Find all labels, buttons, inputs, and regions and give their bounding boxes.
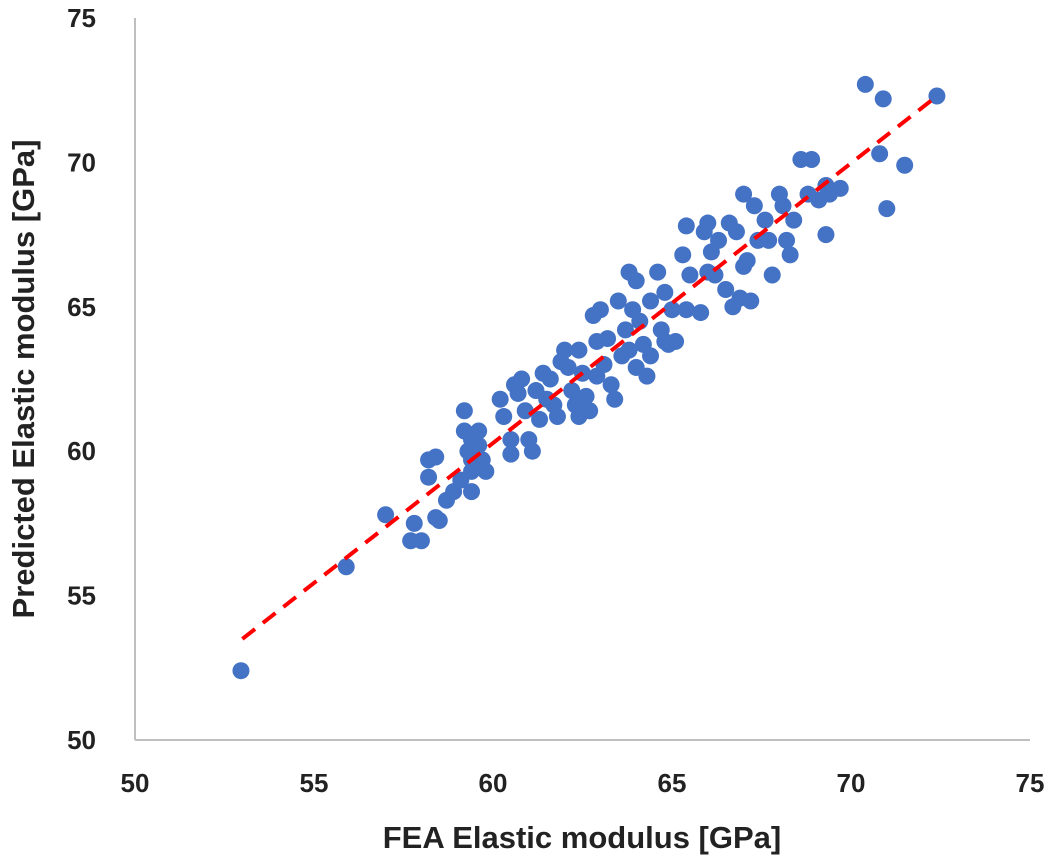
data-point [717,280,735,298]
data-point [878,200,896,218]
data-point [731,289,749,307]
y-axis-label: Predicted Elastic modulus [GPa] [6,140,41,619]
data-point [896,156,914,174]
data-point [649,263,667,281]
data-point [470,422,488,440]
data-point [817,226,835,244]
trendline [241,97,935,641]
data-point [609,292,627,310]
x-tick-label: 60 [479,768,508,798]
data-point [624,301,642,319]
data-point [616,321,634,339]
data-point [427,448,445,466]
data-point [337,558,355,576]
data-point [591,301,609,319]
data-point [785,211,803,229]
x-axis-label: FEA Elastic modulus [GPa] [383,820,781,855]
data-point [681,266,699,284]
data-point [656,332,674,350]
data-point [677,301,695,319]
data-point [502,445,520,463]
data-point [570,341,588,359]
data-point [656,283,674,301]
data-point [856,75,874,93]
data-point [677,217,695,235]
data-point [803,151,821,169]
data-point [627,272,645,290]
data-point [606,390,624,408]
data-point [545,396,563,414]
y-tick-label: 65 [67,292,96,322]
y-tick-label: 60 [67,436,96,466]
data-point [377,506,395,524]
x-tick-label: 50 [121,768,150,798]
data-point [602,376,620,394]
data-point [495,408,513,426]
data-point [588,367,606,385]
data-point [563,382,581,400]
data-point [692,304,710,322]
data-point [928,87,946,105]
data-point [663,301,681,319]
data-point [871,145,889,163]
data-point [477,462,495,480]
data-point [523,442,541,460]
x-tick-label: 65 [658,768,687,798]
data-point [570,408,588,426]
data-point [412,532,430,550]
data-point [674,246,692,264]
data-point [710,231,728,249]
data-point [763,266,781,284]
data-point [831,179,849,197]
x-tick-label: 70 [837,768,866,798]
data-point [505,376,523,394]
data-point [556,341,574,359]
y-tick-label: 75 [67,3,96,33]
data-point [232,662,250,680]
data-point [559,358,577,376]
x-tick-label: 75 [1016,768,1045,798]
y-tick-label: 70 [67,147,96,177]
y-tick-label: 50 [67,725,96,755]
data-point [756,211,774,229]
data-point [599,330,617,348]
data-point [627,358,645,376]
data-point [577,387,595,405]
data-point [502,431,520,449]
data-point [760,231,778,249]
data-point [613,347,631,365]
data-point [774,197,792,215]
data-point [430,512,448,530]
data-point [455,402,473,420]
data-point [735,257,753,275]
data-point [534,364,552,382]
data-point [470,436,488,454]
data-point [420,468,438,486]
x-tick-label: 55 [300,768,329,798]
data-point [491,390,509,408]
data-point [463,462,481,480]
data-point [642,292,660,310]
y-tick-label: 55 [67,581,96,611]
data-point [531,410,549,428]
data-point [735,185,753,203]
data-point [727,223,745,241]
data-point [874,90,892,108]
data-point [778,231,796,249]
data-point [781,246,799,264]
data-point [699,214,717,232]
data-point [463,483,481,501]
data-point [745,197,763,215]
data-point [642,347,660,365]
data-point [405,514,423,532]
